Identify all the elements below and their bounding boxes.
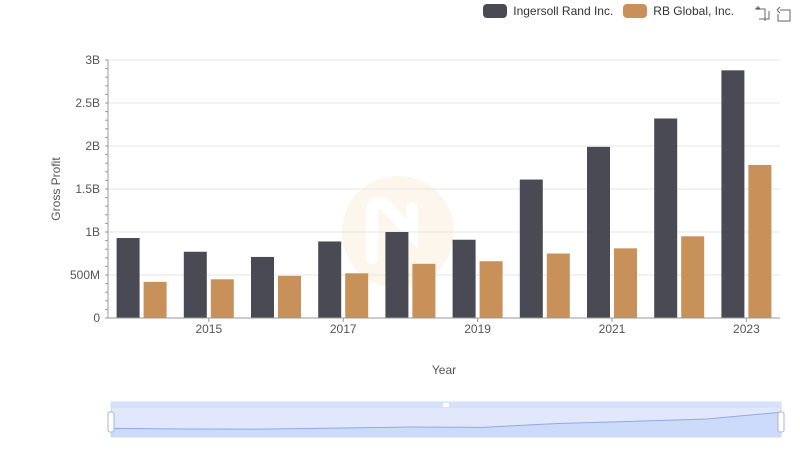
bar [587,146,610,318]
bar [681,236,705,318]
legend-label: Ingersoll Rand Inc. [513,4,614,18]
axes: 0 500M 1B 1.5B 2B 2.5B 3B 2015 2017 2019 2021 2023 Y… [49,53,780,377]
bar [278,275,301,318]
legend-swatch [623,4,648,18]
y-tick-label: 2B [85,139,100,153]
bar [412,263,436,318]
bar [748,164,772,318]
data-zoom-slider[interactable] [107,401,785,438]
bar [318,241,342,318]
bars [116,70,772,318]
x-tick-label: 2017 [330,322,357,336]
bar [116,238,140,318]
y-tick-label: 0 [93,311,100,325]
data-zoom-handle-right[interactable] [777,411,785,433]
bar [721,70,745,318]
x-tick-label: 2023 [733,322,760,336]
bar [452,239,476,318]
bar [654,118,678,318]
restore-icon[interactable] [776,6,792,22]
data-zoom-handle-left[interactable] [107,411,115,433]
y-tick-label: 1.5B [75,182,100,196]
bar [345,273,369,318]
grid [108,59,780,319]
zoom-icon[interactable] [754,6,770,22]
y-tick-label: 1B [85,225,100,239]
y-tick-label: 2.5B [75,96,100,110]
legend: Ingersoll Rand Inc. RB Global, Inc. [483,4,734,18]
bar [183,251,207,318]
bar [143,281,167,318]
toolbox [754,6,792,22]
bar [614,248,637,318]
x-tick-label: 2019 [464,322,491,336]
y-axis-title: Gross Profit [49,157,63,221]
bar [479,261,503,318]
bar [385,232,409,318]
bar [251,256,274,318]
bar [519,179,543,318]
y-tick-label: 500M [70,268,100,282]
legend-item[interactable]: RB Global, Inc. [623,4,734,18]
data-zoom-line [110,411,782,430]
x-tick-label: 2021 [599,322,626,336]
data-zoom-grip [443,403,449,407]
legend-item[interactable]: Ingersoll Rand Inc. [483,4,613,18]
x-axis-title: Year [432,363,456,377]
bar [546,253,570,318]
x-tick-label: 2015 [195,322,222,336]
legend-swatch [483,4,508,18]
data-zoom-area [111,412,781,437]
legend-label: RB Global, Inc. [653,4,734,18]
y-tick-label: 3B [85,53,100,67]
bar [210,279,234,318]
